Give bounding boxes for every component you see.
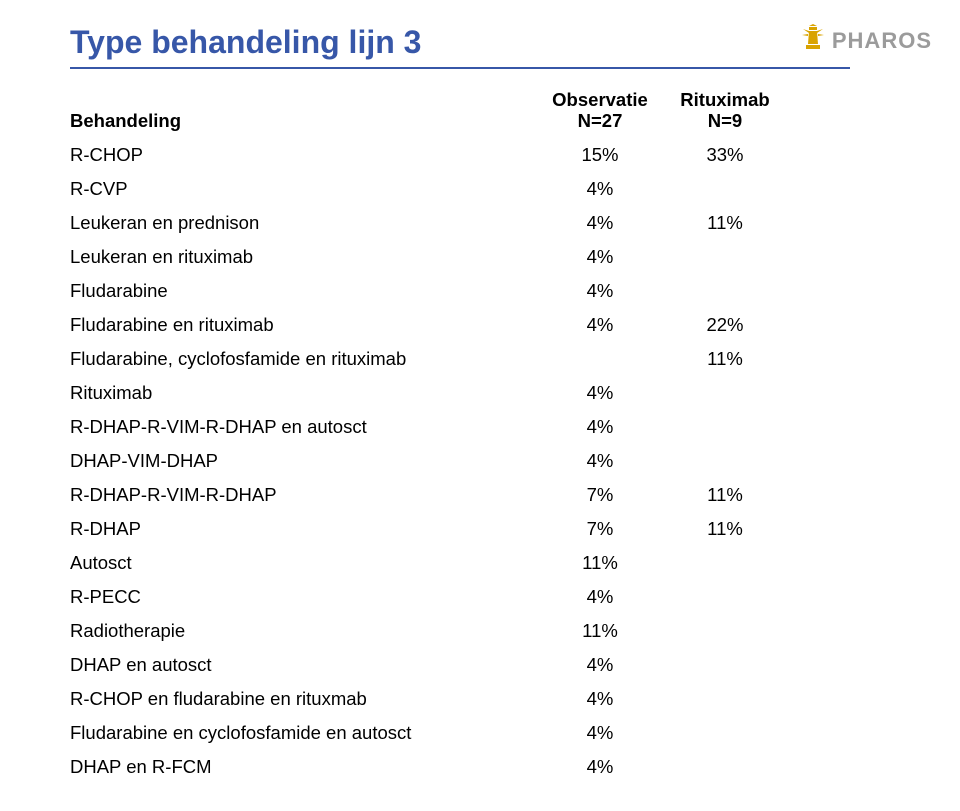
table-row: Fludarabine en rituximab4%22% bbox=[70, 308, 790, 342]
row-label: R-DHAP-R-VIM-R-DHAP en autosct bbox=[70, 410, 540, 444]
row-observatie: 7% bbox=[540, 512, 670, 546]
table-row: Leukeran en rituximab4% bbox=[70, 240, 790, 274]
treatment-table: Behandeling Observatie N=27 Rituximab N=… bbox=[70, 83, 790, 784]
row-observatie: 4% bbox=[540, 240, 670, 274]
table-row: R-DHAP7%11% bbox=[70, 512, 790, 546]
row-rituximab bbox=[670, 682, 790, 716]
row-rituximab bbox=[670, 274, 790, 308]
table-row: DHAP en R-FCM4% bbox=[70, 750, 790, 784]
row-observatie: 4% bbox=[540, 750, 670, 784]
row-rituximab bbox=[670, 376, 790, 410]
row-observatie: 4% bbox=[540, 206, 670, 240]
header-obs-line2: N=27 bbox=[540, 110, 660, 131]
row-label: R-DHAP-R-VIM-R-DHAP bbox=[70, 478, 540, 512]
table-row: Radiotherapie11% bbox=[70, 614, 790, 648]
table-row: R-CVP4% bbox=[70, 172, 790, 206]
row-rituximab bbox=[670, 444, 790, 478]
row-label: Fludarabine en cyclofosfamide en autosct bbox=[70, 716, 540, 750]
row-rituximab: 33% bbox=[670, 138, 790, 172]
table-row: Leukeran en prednison4%11% bbox=[70, 206, 790, 240]
row-rituximab bbox=[670, 580, 790, 614]
row-rituximab bbox=[670, 410, 790, 444]
row-label: R-PECC bbox=[70, 580, 540, 614]
table-row: R-DHAP-R-VIM-R-DHAP en autosct4% bbox=[70, 410, 790, 444]
page-title: Type behandeling lijn 3 bbox=[70, 24, 890, 61]
table-row: R-PECC4% bbox=[70, 580, 790, 614]
row-observatie: 7% bbox=[540, 478, 670, 512]
table-row: Rituximab4% bbox=[70, 376, 790, 410]
header-rituximab: Rituximab N=9 bbox=[670, 83, 790, 138]
row-rituximab: 22% bbox=[670, 308, 790, 342]
header-obs-line1: Observatie bbox=[540, 89, 660, 110]
row-label: R-DHAP bbox=[70, 512, 540, 546]
header-label-text: Behandeling bbox=[70, 110, 181, 131]
row-observatie: 11% bbox=[540, 546, 670, 580]
row-observatie: 4% bbox=[540, 376, 670, 410]
row-label: DHAP en autosct bbox=[70, 648, 540, 682]
row-rituximab bbox=[670, 750, 790, 784]
row-label: Rituximab bbox=[70, 376, 540, 410]
row-observatie: 4% bbox=[540, 648, 670, 682]
row-observatie: 11% bbox=[540, 614, 670, 648]
header-observatie: Observatie N=27 bbox=[540, 83, 670, 138]
slide-content: Type behandeling lijn 3 Behandeling Obse… bbox=[70, 24, 890, 784]
row-rituximab bbox=[670, 648, 790, 682]
row-observatie: 4% bbox=[540, 716, 670, 750]
table-row: R-DHAP-R-VIM-R-DHAP7%11% bbox=[70, 478, 790, 512]
row-label: Fludarabine, cyclofosfamide en rituximab bbox=[70, 342, 540, 376]
row-label: Fludarabine en rituximab bbox=[70, 308, 540, 342]
header-label: Behandeling bbox=[70, 83, 540, 138]
row-rituximab bbox=[670, 614, 790, 648]
row-observatie: 4% bbox=[540, 274, 670, 308]
table-row: R-CHOP en fludarabine en rituxmab4% bbox=[70, 682, 790, 716]
row-label: Leukeran en rituximab bbox=[70, 240, 540, 274]
row-rituximab bbox=[670, 546, 790, 580]
row-rituximab bbox=[670, 716, 790, 750]
row-label: DHAP-VIM-DHAP bbox=[70, 444, 540, 478]
row-label: R-CVP bbox=[70, 172, 540, 206]
title-underline bbox=[70, 67, 850, 69]
row-observatie: 4% bbox=[540, 172, 670, 206]
row-label: Fludarabine bbox=[70, 274, 540, 308]
row-observatie: 15% bbox=[540, 138, 670, 172]
row-label: Radiotherapie bbox=[70, 614, 540, 648]
row-observatie: 4% bbox=[540, 444, 670, 478]
row-rituximab bbox=[670, 240, 790, 274]
table-row: Fludarabine en cyclofosfamide en autosct… bbox=[70, 716, 790, 750]
table-row: Autosct11% bbox=[70, 546, 790, 580]
table-row: Fludarabine4% bbox=[70, 274, 790, 308]
row-label: Autosct bbox=[70, 546, 540, 580]
table-row: R-CHOP15%33% bbox=[70, 138, 790, 172]
table-row: Fludarabine, cyclofosfamide en rituximab… bbox=[70, 342, 790, 376]
row-rituximab: 11% bbox=[670, 342, 790, 376]
row-observatie bbox=[540, 342, 670, 376]
row-rituximab: 11% bbox=[670, 478, 790, 512]
row-observatie: 4% bbox=[540, 308, 670, 342]
header-rit-line2: N=9 bbox=[670, 110, 780, 131]
row-rituximab: 11% bbox=[670, 512, 790, 546]
table-row: DHAP en autosct4% bbox=[70, 648, 790, 682]
header-rit-line1: Rituximab bbox=[670, 89, 780, 110]
row-label: DHAP en R-FCM bbox=[70, 750, 540, 784]
row-label: Leukeran en prednison bbox=[70, 206, 540, 240]
row-observatie: 4% bbox=[540, 410, 670, 444]
row-observatie: 4% bbox=[540, 580, 670, 614]
row-rituximab bbox=[670, 172, 790, 206]
table-row: DHAP-VIM-DHAP4% bbox=[70, 444, 790, 478]
row-label: R-CHOP bbox=[70, 138, 540, 172]
row-observatie: 4% bbox=[540, 682, 670, 716]
table-body: R-CHOP15%33%R-CVP4%Leukeran en prednison… bbox=[70, 138, 790, 784]
row-label: R-CHOP en fludarabine en rituxmab bbox=[70, 682, 540, 716]
table-header-row: Behandeling Observatie N=27 Rituximab N=… bbox=[70, 83, 790, 138]
row-rituximab: 11% bbox=[670, 206, 790, 240]
